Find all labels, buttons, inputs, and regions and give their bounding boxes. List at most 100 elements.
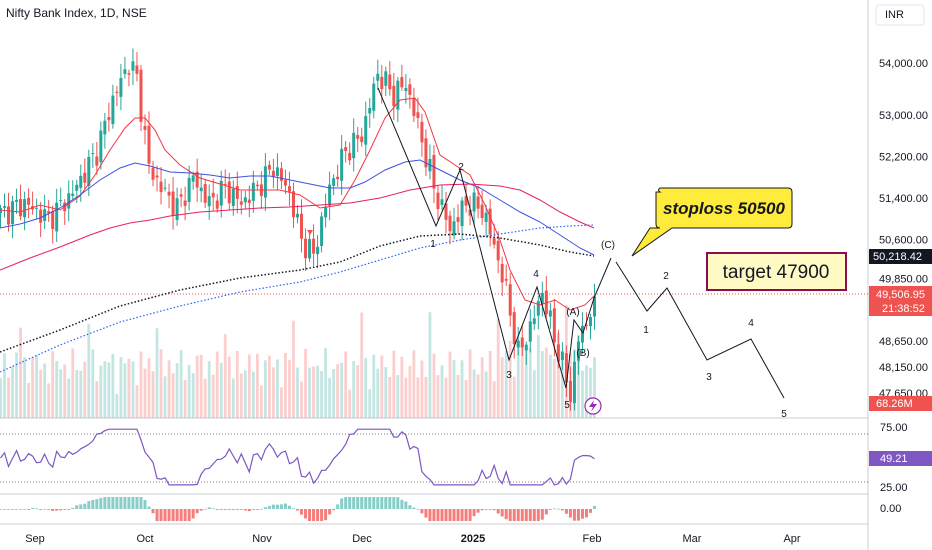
candle[interactable] [203,179,207,209]
candle[interactable] [291,182,295,228]
candle[interactable] [356,126,360,153]
candle[interactable] [19,184,23,221]
candle[interactable] [460,197,464,241]
candle[interactable] [308,232,312,262]
candle[interactable] [151,160,155,187]
candle[interactable] [572,350,576,411]
candle[interactable] [352,118,356,172]
candle[interactable] [392,72,396,121]
candle[interactable] [191,171,195,190]
candle[interactable] [23,191,27,231]
candle[interactable] [304,228,308,271]
candle[interactable] [516,327,520,356]
candle[interactable] [83,158,87,190]
candle[interactable] [488,199,492,247]
candle[interactable] [239,190,243,215]
candle[interactable] [219,170,223,218]
candle[interactable] [524,341,528,365]
candle[interactable] [107,102,111,132]
candle[interactable] [27,188,31,219]
candle[interactable] [71,180,75,200]
candle[interactable] [564,345,568,397]
candle[interactable] [408,78,412,109]
candle[interactable] [436,185,440,221]
candle[interactable] [155,165,159,192]
candle[interactable] [135,52,139,82]
candle[interactable] [251,170,255,213]
candle[interactable] [271,158,275,189]
candle[interactable] [424,129,428,177]
candle[interactable] [99,121,103,170]
candle[interactable] [360,127,364,147]
candle[interactable] [504,264,508,286]
candle[interactable] [560,342,564,371]
target-box[interactable]: target 47900 [706,252,847,291]
candle[interactable] [223,169,227,199]
candle[interactable] [263,153,267,212]
candle[interactable] [456,204,460,234]
candle[interactable] [384,66,388,97]
candle[interactable] [348,142,352,165]
candle[interactable] [7,192,11,232]
candle[interactable] [235,171,239,214]
candle[interactable] [59,187,63,207]
candle[interactable] [444,191,448,234]
candle[interactable] [532,304,536,330]
candle[interactable] [520,324,524,356]
candle[interactable] [412,87,416,122]
currency-label-frame[interactable] [875,4,925,26]
candle[interactable] [396,76,400,122]
candle[interactable] [123,56,127,79]
candle[interactable] [287,171,291,207]
candle[interactable] [372,76,376,119]
candle[interactable] [420,113,424,157]
candle[interactable] [316,234,320,269]
candle[interactable] [448,210,452,245]
candle[interactable] [95,141,99,175]
candle[interactable] [312,224,316,266]
candle[interactable] [540,281,544,317]
candle[interactable] [91,143,95,168]
candle[interactable] [255,180,259,191]
candle[interactable] [500,256,504,297]
candle[interactable] [163,178,167,192]
candle[interactable] [267,160,271,175]
candle[interactable] [199,174,203,203]
candle[interactable] [296,205,299,224]
time-axis[interactable]: Sep Oct Nov Dec 2025 Feb Mar Apr [25,533,801,545]
candle[interactable] [593,283,596,330]
candle[interactable] [211,178,215,211]
candle[interactable] [300,199,304,253]
candle[interactable] [175,187,179,226]
candle[interactable] [508,272,512,327]
candle[interactable] [492,223,496,249]
candle[interactable] [512,306,516,359]
candle[interactable] [536,295,540,330]
candle[interactable] [127,69,131,87]
candle[interactable] [43,194,47,230]
candle[interactable] [576,336,580,375]
candle[interactable] [55,188,59,243]
candle[interactable] [195,158,199,202]
candle[interactable] [115,85,119,107]
candle[interactable] [171,177,175,230]
candle[interactable] [344,140,348,163]
candle[interactable] [336,164,340,187]
candle[interactable] [340,134,344,196]
candle[interactable] [388,61,392,96]
candle[interactable] [243,191,247,210]
candle[interactable] [119,64,123,111]
candle[interactable] [275,153,279,191]
candle[interactable] [440,185,444,211]
candle[interactable] [131,48,135,85]
candle[interactable] [207,184,211,220]
candle[interactable] [404,74,408,104]
candle[interactable] [47,200,51,222]
candle[interactable] [167,183,171,209]
candle[interactable] [35,198,39,219]
candle[interactable] [472,186,476,227]
candle[interactable] [416,97,420,129]
candle[interactable] [247,185,251,218]
candle[interactable] [111,84,115,129]
